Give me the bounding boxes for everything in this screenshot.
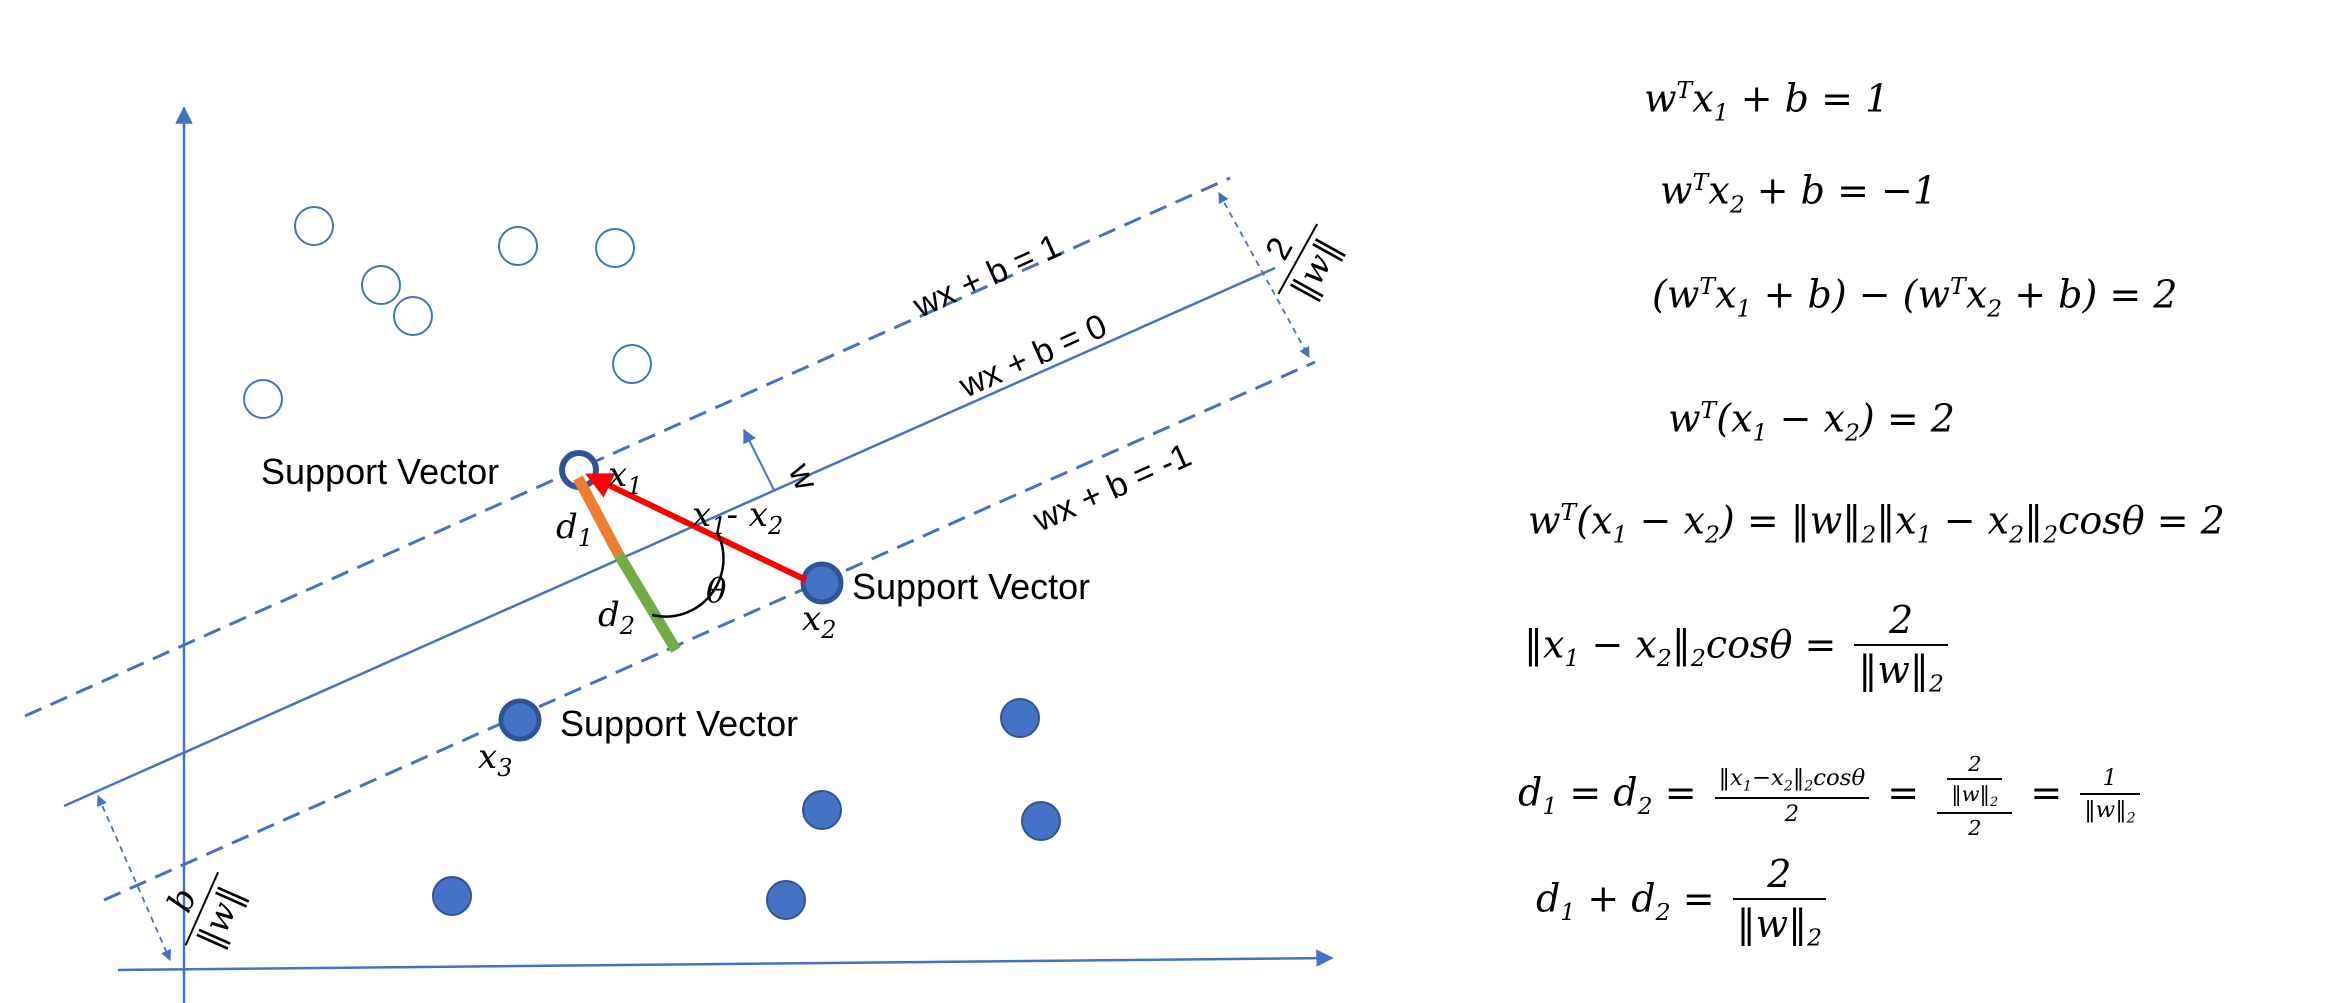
positive-point	[1000, 698, 1040, 738]
d2-segment	[614, 552, 681, 653]
label-d2: d2	[598, 595, 635, 640]
x-axis	[117, 949, 1334, 972]
negative-point	[393, 296, 433, 336]
support-vector-x2	[800, 561, 844, 605]
label-w: w	[780, 457, 825, 496]
equation-7: d1 = d2 = ‖x1−x2‖2cosθ 2 = 2 ‖w‖2 2 = 1 ‖w‖2	[1518, 752, 2146, 840]
margin-line-negative	[103, 360, 1316, 902]
label-hyperplane: wx + b = 0	[953, 307, 1113, 406]
negative-point	[612, 344, 652, 384]
label-margin-positive: wx + b = 1	[907, 227, 1067, 326]
negative-point	[243, 379, 283, 419]
positive-point	[802, 790, 842, 830]
equation-4: wT(x1 − x2) = 2	[1668, 396, 1955, 447]
margin-width-fraction: 2 ‖w‖	[1258, 223, 1349, 307]
label-x1-minus-x2: x1- x2	[692, 495, 783, 540]
label-x1: x1	[608, 455, 642, 500]
positive-point	[766, 880, 806, 920]
negative-point	[595, 228, 635, 268]
negative-class-points	[243, 206, 652, 419]
d1-segment	[573, 475, 624, 558]
svg-text:2: 2	[1258, 231, 1300, 266]
equation-1: wTx1 + b = 1	[1644, 76, 1890, 127]
negative-point	[361, 265, 401, 305]
svg-text:‖w‖: ‖w‖	[1283, 232, 1349, 307]
equation-5: wT(x1 − x2) = ‖w‖2‖x1 − x2‖2cosθ = 2	[1528, 498, 2225, 549]
equation-6: ‖x1 − x2‖2cosθ = 2 ‖w‖2	[1524, 598, 1954, 698]
equation-8: d1 + d2 = 2 ‖w‖2	[1536, 852, 1832, 952]
positive-point	[432, 876, 472, 916]
label-support-vector-2: Support Vector	[852, 566, 1090, 607]
offset-dimension-arrow	[96, 795, 172, 961]
label-theta: θ	[706, 571, 726, 611]
offset-fraction: b ‖w‖	[160, 871, 252, 954]
equation-2: wTx2 + b = −1	[1660, 168, 1938, 219]
label-x2: x2	[802, 599, 836, 644]
negative-point	[294, 206, 334, 246]
vector-x1-minus-x2	[585, 473, 808, 583]
label-support-vector-1: Support Vector	[261, 451, 499, 492]
theta-arc	[651, 533, 725, 618]
margin-dimension-arrow	[1218, 192, 1310, 358]
support-vector-x3	[498, 698, 542, 742]
equation-3: (wTx1 + b) − (wTx2 + b) = 2	[1652, 272, 2178, 323]
negative-point	[498, 226, 538, 266]
normal-vector-w	[743, 428, 775, 491]
svg-text:b: b	[160, 882, 205, 918]
label-x3: x3	[478, 737, 512, 782]
label-support-vector-3: Support Vector	[560, 703, 798, 744]
positive-class-points	[432, 698, 1061, 920]
margin-line-positive	[24, 176, 1231, 718]
svg-text:‖w‖: ‖w‖	[190, 880, 252, 954]
hyperplane-line	[63, 266, 1276, 808]
positive-point	[1021, 801, 1061, 841]
label-d1: d1	[556, 507, 593, 552]
